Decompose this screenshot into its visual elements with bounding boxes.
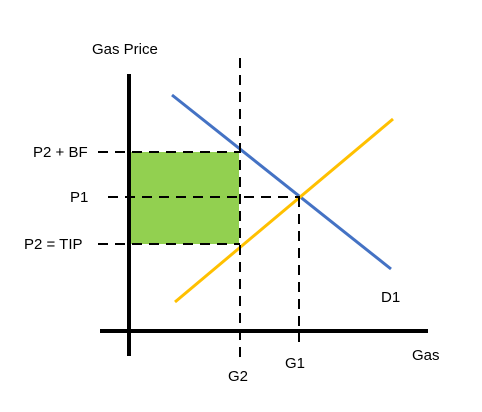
p1-label: P1 <box>70 189 88 206</box>
demand-curve-label: D1 <box>381 289 400 306</box>
p2-tip-label: P2 = TIP <box>24 236 83 253</box>
y-axis-label: Gas Price <box>92 41 158 58</box>
x-axis-label: Gas <box>412 347 440 364</box>
demand-curve <box>171 93 392 271</box>
g2-label: G2 <box>228 368 248 385</box>
supply-curve <box>174 117 394 304</box>
g1-label: G1 <box>285 355 305 372</box>
p2-plus-bf-label: P2 + BF <box>33 144 88 161</box>
